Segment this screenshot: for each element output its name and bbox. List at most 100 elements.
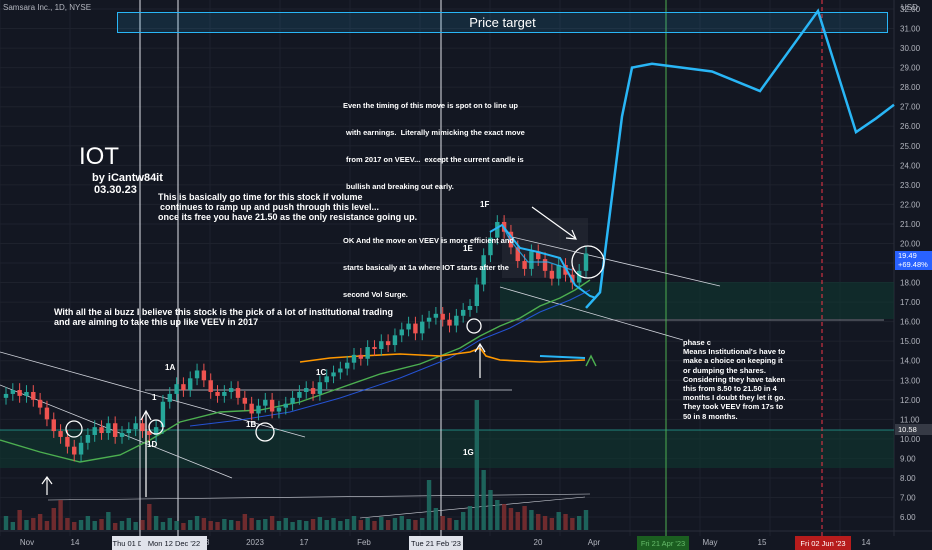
price-tick-label: 11.00 xyxy=(900,415,920,424)
volume-bar xyxy=(549,518,555,530)
label-1d: 1D xyxy=(147,440,158,449)
time-tick-label: Nov xyxy=(20,538,34,547)
volume-bar xyxy=(208,521,213,530)
lower-demand-zone xyxy=(0,430,894,468)
price-target-box[interactable]: Price target xyxy=(117,12,888,33)
candle xyxy=(433,306,439,325)
candle xyxy=(474,277,480,313)
time-tick-label: Apr xyxy=(588,538,601,547)
price-target-label: Price target xyxy=(469,15,536,30)
time-axis[interactable]: Nov1428202317Feb20AprMay1514Thu 01 DeMon… xyxy=(20,536,871,550)
candle xyxy=(153,420,159,442)
candle xyxy=(549,263,555,286)
candle xyxy=(406,316,411,337)
ma-blue xyxy=(189,289,591,427)
price-tick-label: 25.00 xyxy=(900,142,921,151)
svg-text:Thu 01 De: Thu 01 De xyxy=(112,539,147,548)
time-tick-label: May xyxy=(702,538,717,547)
wedge-outline xyxy=(489,223,597,299)
currency-label: USD xyxy=(901,3,918,12)
candle xyxy=(495,215,500,245)
go-time-note: This is basically go time for this stock… xyxy=(158,192,417,222)
candle xyxy=(249,396,254,421)
volume-bar xyxy=(283,518,288,530)
volume-bar xyxy=(160,522,166,530)
candle xyxy=(106,416,111,440)
label-1c: 1C xyxy=(316,368,327,377)
volume-bar xyxy=(10,522,16,530)
phase-c-line-6: this from 8.50 to 21.50 in 4 xyxy=(683,384,777,394)
volume-bar xyxy=(126,518,132,530)
volume-bar xyxy=(474,400,480,530)
ai-buzz-line-1: With all the ai buzz I believe this stoc… xyxy=(54,307,393,317)
volume-bar xyxy=(235,521,241,530)
candle xyxy=(17,383,22,403)
ai-buzz-note: With all the ai buzz I believe this stoc… xyxy=(54,307,393,327)
time-tick-label: 14 xyxy=(71,538,80,547)
ticker-title: IOT xyxy=(79,143,119,170)
volume-bar xyxy=(174,521,179,530)
candle xyxy=(10,383,16,401)
candle xyxy=(392,328,398,352)
volume-bar xyxy=(481,470,486,530)
candle xyxy=(58,424,63,444)
price-tick-label: 16.00 xyxy=(900,318,921,327)
candle xyxy=(556,258,561,286)
price-axis[interactable]: 32.00 31.00 30.00 29.00 28.00 27.00 26.00 25.00… xyxy=(900,5,921,522)
label-1f: 1F xyxy=(480,200,490,209)
candle xyxy=(283,396,288,415)
phase-c-note: phase c Means Institutional's have to ma… xyxy=(683,338,786,421)
svg-text:Tue 21 Feb '23: Tue 21 Feb '23 xyxy=(411,539,461,548)
candle xyxy=(174,377,179,401)
go-time-line-2: continues to ramp up and push through th… xyxy=(160,202,380,212)
time-tick-label: 17 xyxy=(300,538,309,547)
level-price-tag: 10.58 xyxy=(895,424,932,435)
label-1b: 1B xyxy=(246,420,257,429)
candle xyxy=(181,377,186,397)
candle xyxy=(331,365,336,384)
volume-bar xyxy=(51,508,56,530)
volume-bar xyxy=(331,518,336,530)
volume-bar xyxy=(522,506,527,530)
price-tick-label: 31.00 xyxy=(900,25,921,34)
volume-bar xyxy=(542,516,548,530)
label-1: 1 xyxy=(152,393,157,402)
time-highlight: Fri 21 Apr '23 xyxy=(637,536,689,550)
volume-bar xyxy=(269,516,275,530)
price-tick-label: 20.00 xyxy=(900,239,921,248)
label-1a: 1A xyxy=(165,363,176,372)
candle xyxy=(420,314,425,341)
price-tick-label: 7.00 xyxy=(900,494,916,503)
volume-bar xyxy=(65,518,70,530)
price-tick-label: 22.00 xyxy=(900,200,921,209)
candle xyxy=(201,363,207,388)
candle xyxy=(508,224,514,255)
candle xyxy=(460,303,466,323)
price-tick-label: 32.00 xyxy=(900,5,921,14)
volume-bar xyxy=(167,518,172,530)
volume-bar xyxy=(406,519,411,530)
price-tick-label: 28.00 xyxy=(900,83,921,92)
volume-bar xyxy=(460,512,466,530)
volume-bar xyxy=(501,504,507,530)
volume-bar xyxy=(583,510,589,530)
timing-line-1: Even the timing of this move is spot on … xyxy=(343,101,519,110)
wedge-inner xyxy=(501,224,573,271)
candle xyxy=(269,392,275,419)
volume-bar xyxy=(44,521,50,530)
volume-bar xyxy=(304,521,309,530)
volume-bar xyxy=(420,518,425,530)
candle xyxy=(372,340,377,356)
current-price-value: 19.49 xyxy=(898,251,917,260)
volume-bar xyxy=(379,517,384,530)
price-tick-label: 29.00 xyxy=(900,64,921,73)
timing-line-4: bullish and breaking out early. xyxy=(346,182,454,191)
volume-trend-line xyxy=(359,496,586,519)
candle xyxy=(119,426,125,444)
arrow-green xyxy=(585,354,597,367)
volume-bar xyxy=(495,500,500,530)
volume-bar xyxy=(17,510,22,530)
volume-bar xyxy=(556,512,561,530)
time-highlight: Mon 12 Dec '22 xyxy=(141,536,207,550)
